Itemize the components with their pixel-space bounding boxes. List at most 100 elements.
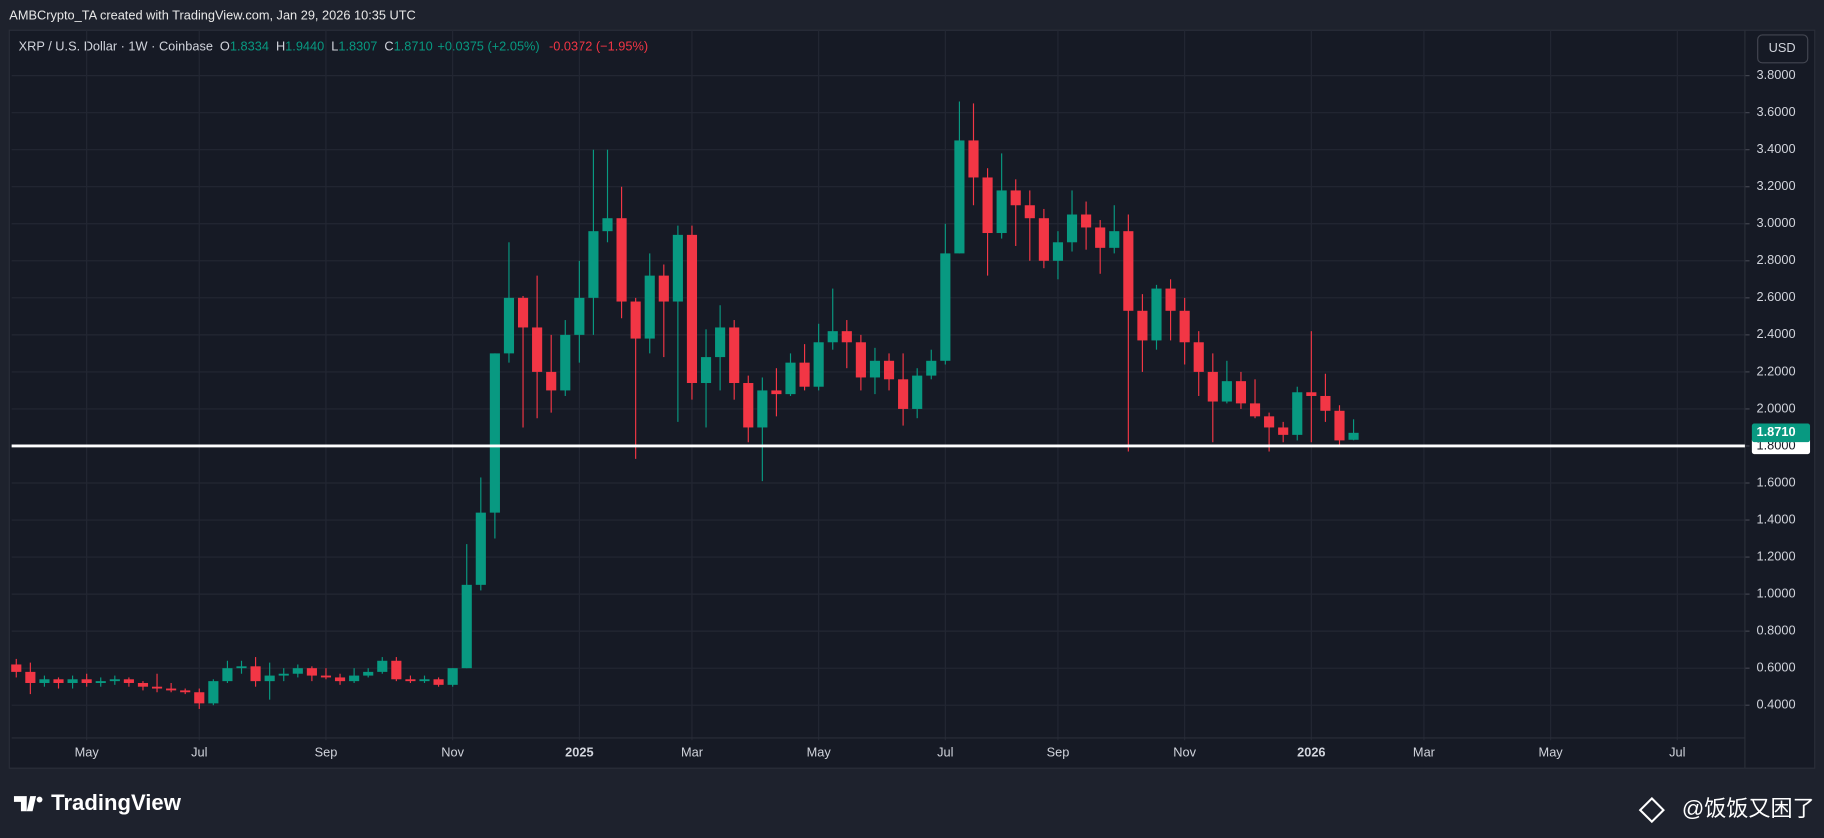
candle-body [686, 234, 698, 384]
brand-logo [13, 796, 43, 812]
candle-body [883, 360, 895, 380]
plot: 0.4000 0.6000 0.8000 1.0000 1.2000 1.4000 1.60… [11, 30, 1811, 769]
candle-body [1334, 410, 1345, 441]
x-tick-label: 2025 [565, 744, 593, 759]
candle-body [292, 668, 303, 674]
candle-body [1109, 231, 1120, 248]
candle-body [250, 666, 261, 682]
candle-body [278, 673, 289, 676]
candle-body [729, 327, 740, 384]
candle-body [1010, 190, 1021, 206]
currency-button[interactable] [1757, 34, 1809, 64]
x-tick-label: May [75, 744, 100, 759]
candle-body [869, 360, 881, 378]
candle-body [517, 297, 529, 328]
x-tick-label: Sep [1047, 744, 1070, 759]
y-tick-label: 1.0000 [1757, 585, 1796, 600]
candle-body [1221, 381, 1232, 402]
candle-body [1207, 371, 1218, 402]
candle-body [475, 512, 486, 585]
candle-body [53, 679, 64, 683]
candle-body [1249, 403, 1261, 417]
candle-body [982, 177, 993, 234]
candle-body [771, 390, 782, 395]
candle-body [898, 379, 909, 409]
y-tick-label: 0.4000 [1757, 697, 1796, 712]
candle-body [1292, 392, 1303, 435]
x-tick-label: Sep [315, 744, 338, 759]
candle-body [658, 275, 669, 302]
y-tick-label: 1.2000 [1757, 548, 1796, 563]
y-tick-label: 1.6000 [1757, 474, 1796, 489]
candle-body [67, 679, 78, 683]
candle-body [109, 679, 120, 682]
y-tick-label: 2.8000 [1757, 252, 1796, 267]
candle-body [1235, 381, 1247, 404]
candle-body [532, 327, 543, 372]
candle-body [391, 660, 402, 680]
candle-body [616, 218, 627, 302]
x-tick-label: Mar [1413, 744, 1436, 759]
candle-body [1320, 395, 1331, 411]
candle-body [1095, 227, 1106, 248]
candle-body [996, 190, 1007, 234]
x-tick-label: Jul [937, 744, 953, 759]
candle-body [560, 334, 571, 391]
candle-body [503, 297, 515, 354]
candle-body [1165, 288, 1176, 311]
candle-body [1066, 214, 1078, 243]
candle-body [489, 353, 500, 513]
candle-body [574, 297, 585, 335]
candle-body [743, 383, 754, 428]
x-tick-label: May [1539, 744, 1564, 759]
candle-body [1264, 416, 1275, 428]
candle-body [785, 362, 796, 395]
candle-body [1123, 231, 1134, 311]
candle-body [405, 679, 416, 682]
candle-body [123, 679, 134, 683]
candle-body [1151, 288, 1162, 341]
candle-body [799, 362, 810, 387]
candle-body [855, 342, 866, 378]
x-tick-label: Nov [441, 744, 464, 759]
candle-body [363, 671, 374, 676]
candle-body [926, 360, 937, 376]
candle-body [700, 357, 712, 384]
currency-label[interactable]: USD [1769, 40, 1796, 55]
candle-body [1306, 392, 1317, 396]
x-tick-label: May [807, 744, 832, 759]
candle-body [841, 331, 852, 343]
candle-body [349, 675, 360, 682]
y-tick-label: 2.2000 [1757, 363, 1796, 378]
y-tick-label: 3.6000 [1757, 104, 1796, 119]
candle-body [1038, 218, 1049, 261]
candle-body [1137, 310, 1148, 341]
x-tick-label: 2026 [1297, 744, 1325, 759]
candle-body [672, 234, 683, 302]
candle-body [264, 675, 275, 682]
candle-body [715, 327, 726, 358]
y-tick-label: 1.4000 [1757, 511, 1796, 526]
candle-body [1081, 214, 1092, 228]
candle-body [588, 231, 599, 298]
candle-body [320, 675, 332, 678]
candle-body [1193, 342, 1204, 372]
author-icon [1638, 796, 1665, 824]
candle-body [644, 275, 655, 339]
candle-body [377, 660, 388, 672]
candle-body [236, 666, 247, 669]
candle-body [334, 677, 346, 682]
y-tick-label: 3.4000 [1757, 141, 1796, 156]
candle-body [419, 679, 430, 682]
last-price-box [1751, 423, 1811, 443]
watermark: AMBCrypto_TA created with TradingView.co… [9, 8, 416, 23]
candle-body [95, 681, 106, 683]
x-tick-label: Mar [681, 744, 704, 759]
brand-icon [13, 796, 37, 812]
candle-body [194, 692, 205, 704]
candle-body [940, 253, 951, 361]
candle-body [137, 682, 149, 687]
candle-body [166, 688, 177, 691]
